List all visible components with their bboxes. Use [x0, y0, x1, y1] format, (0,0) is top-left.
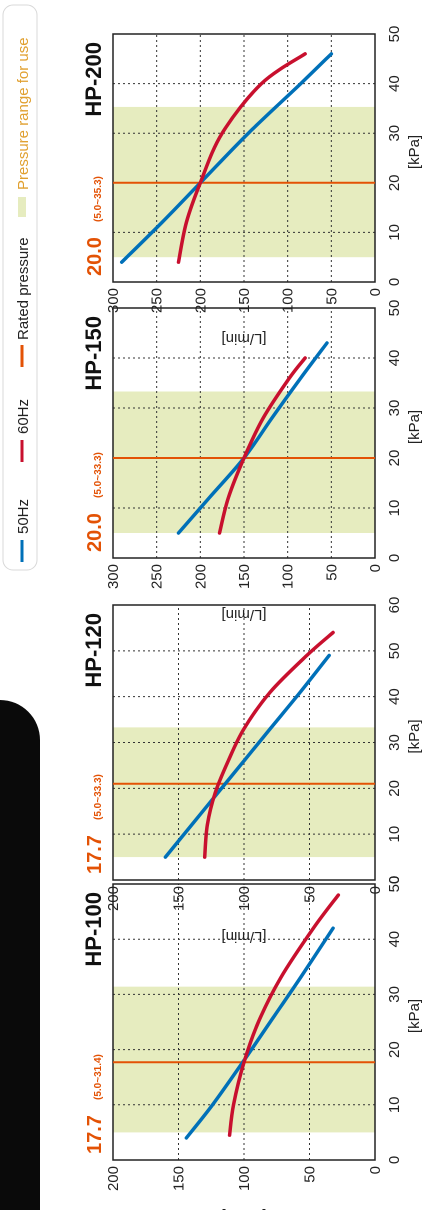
x-tick-label: 0 [386, 278, 403, 286]
chart-hp-100: 01020304050[kPa]050100150200[L/min]17.7(… [81, 876, 423, 1210]
series-line-50hz [119, 52, 334, 264]
chart-hp-150: 0 10 20 30 40 50 [kPa] 0 50 100 150 200 250 300 [L/min… [81, 300, 423, 623]
x-tick-label: 40 [386, 75, 403, 92]
rotated-page: 50Hz 60Hz Rated pressure Pressure range for… [2, 4, 423, 1210]
y-tick-label: 250 [149, 288, 166, 313]
y-tick-label: 200 [192, 288, 209, 313]
x-tick-label: 50 [386, 300, 403, 317]
x-tick-label: 30 [386, 986, 403, 1003]
pressure-range-label: (5.0~31.4) [93, 1054, 104, 1100]
y-tick-label: 0 [367, 288, 384, 296]
series-line-60hz [217, 356, 307, 535]
x-tick-label: 20 [386, 450, 403, 467]
plot-border [112, 604, 376, 881]
x-tick-label: 0 [386, 554, 403, 562]
x-tick-label: 40 [386, 688, 403, 705]
section-tab [0, 700, 40, 1210]
chart-hp-120: 0102030405060[kPa]050100150200[L/min]17.… [81, 597, 423, 945]
y-tick-label: 100 [280, 288, 297, 313]
y-tick-label: 100 [236, 886, 253, 911]
legend-box [2, 4, 38, 571]
y-tick-label: 50 [323, 564, 340, 581]
x-tick-label: 30 [386, 125, 403, 142]
pressure-range-label: (5.0~35.3) [93, 176, 104, 222]
model-title: HP-100 [81, 892, 106, 967]
rated-pressure-value: 17.7 [84, 1115, 106, 1154]
y-tick-label: 0 [367, 886, 384, 894]
model-title: HP-120 [81, 613, 106, 688]
plot-border [112, 883, 376, 1161]
y-tick-label: 100 [236, 1166, 253, 1191]
x-tick-label: 20 [386, 1041, 403, 1058]
y-axis-label: [L/min] [221, 330, 266, 347]
rated-pressure-value: 20.0 [84, 513, 106, 552]
x-tick-label: 20 [386, 780, 403, 797]
x-axis-label: [kPa] [406, 135, 423, 169]
y-tick-label: 300 [105, 288, 122, 313]
x-tick-label: 10 [386, 826, 403, 843]
x-tick-label: 10 [386, 224, 403, 241]
y-axis-label: [L/min] [221, 928, 266, 945]
pressure-range-label: (5.0~33.3) [93, 774, 104, 820]
y-tick-label: 0 [367, 1166, 384, 1174]
x-tick-label: 0 [386, 876, 403, 884]
x-tick-label: 50 [386, 26, 403, 43]
y-tick-label: 200 [105, 1166, 122, 1191]
y-tick-label: 0 [367, 564, 384, 572]
x-axis-label: [kPa] [406, 999, 423, 1033]
y-tick-label: 50 [302, 1166, 319, 1183]
x-axis-label: [kPa] [406, 410, 423, 444]
plot-border [112, 307, 376, 559]
y-tick-label: 50 [302, 886, 319, 903]
x-tick-label: 10 [386, 1096, 403, 1113]
y-tick-label: 100 [280, 564, 297, 589]
series-line-50hz [176, 341, 329, 535]
x-tick-label: 0 [386, 1156, 403, 1164]
x-tick-label: 10 [386, 500, 403, 517]
y-axis-label: [L/min] [221, 1208, 266, 1210]
y-axis-label: [L/min] [221, 606, 266, 623]
y-tick-label: 250 [149, 564, 166, 589]
legend: 50Hz 60Hz Rated pressure Pressure range for… [2, 4, 38, 571]
x-tick-label: 20 [386, 174, 403, 191]
x-axis-label: [kPa] [406, 719, 423, 753]
y-tick-label: 150 [236, 564, 253, 589]
chart-hp-200: 01020304050[kPa]050100150200250300[L/min… [81, 26, 423, 347]
x-tick-label: 50 [386, 642, 403, 659]
y-tick-label: 150 [236, 288, 253, 313]
legend-label-1: 60Hz [15, 399, 32, 434]
series-line-60hz [202, 630, 335, 859]
series-line-60hz [227, 893, 341, 1137]
x-tick-label: 40 [386, 931, 403, 948]
legend-label-2: Rated pressure [15, 237, 32, 340]
y-tick-label: 150 [171, 1166, 188, 1191]
y-tick-label: 200 [192, 564, 209, 589]
series-line-50hz [184, 926, 335, 1140]
legend-label-0: 50Hz [15, 499, 32, 534]
pressure-range-label: (5.0~33.3) [93, 452, 104, 498]
y-tick-label: 50 [323, 288, 340, 305]
y-tick-label: 200 [105, 886, 122, 911]
pressure-range-band [113, 727, 375, 858]
y-tick-label: 300 [105, 564, 122, 589]
x-tick-label: 30 [386, 400, 403, 417]
rated-pressure-value: 20.0 [84, 237, 106, 276]
x-tick-label: 30 [386, 734, 403, 751]
legend-swatch-range [18, 197, 26, 217]
x-tick-label: 60 [386, 597, 403, 614]
series-line-60hz [176, 52, 307, 264]
plot-border [112, 33, 376, 283]
rated-pressure-value: 17.7 [84, 835, 106, 874]
x-tick-label: 50 [386, 876, 403, 893]
model-title: HP-150 [81, 316, 106, 391]
legend-label-3: Pressure range for use [15, 37, 32, 190]
model-title: HP-200 [81, 42, 106, 117]
y-tick-label: 150 [171, 886, 188, 911]
x-tick-label: 40 [386, 350, 403, 367]
series-line-50hz [163, 653, 331, 859]
